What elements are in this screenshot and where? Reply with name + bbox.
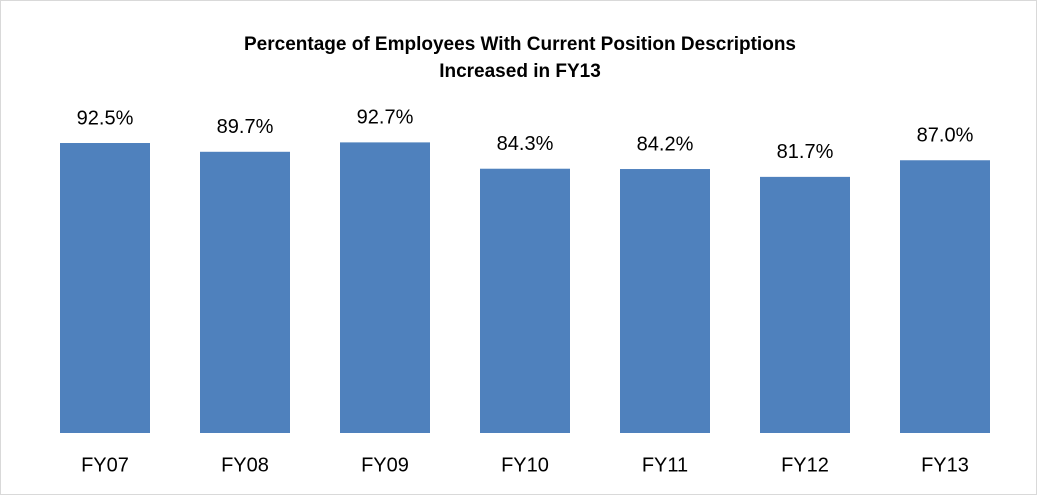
x-tick-label: FY12 [781,454,829,476]
value-label: 87.0% [917,125,974,147]
bar [760,176,850,434]
value-label: 84.3% [497,133,554,155]
bar [900,160,990,433]
value-label: 92.7% [357,107,414,129]
value-label: 84.2% [637,133,694,155]
x-tick-label: FY08 [221,454,269,476]
value-label: 92.5% [77,107,134,129]
x-tick-label: FY07 [81,454,129,476]
bar [480,168,570,434]
x-tick-label: FY10 [501,454,549,476]
bar [60,143,150,433]
x-tick-label: FY13 [921,454,969,476]
value-label: 89.7% [217,116,274,138]
chart-title: Increased in FY13 [439,61,601,82]
bar [340,142,430,433]
x-tick-label: FY11 [642,454,688,476]
chart-title: Percentage of Employees With Current Pos… [244,34,796,55]
x-tick-label: FY09 [361,454,409,476]
value-label: 81.7% [777,141,834,163]
bar [620,169,710,433]
bar [200,151,290,433]
